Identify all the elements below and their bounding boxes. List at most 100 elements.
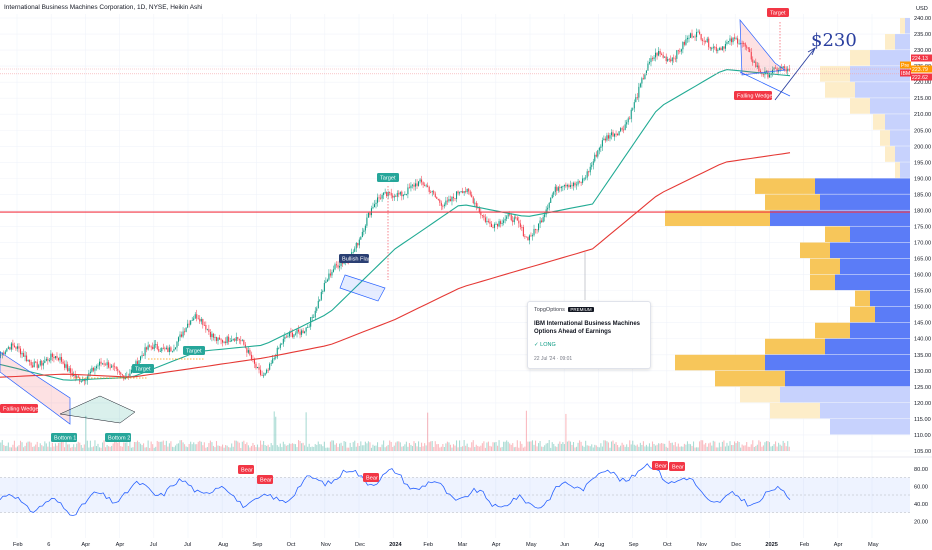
candle-body <box>32 365 34 368</box>
candle-body <box>0 354 2 356</box>
candle-body <box>667 58 669 62</box>
candle-body <box>632 108 634 110</box>
candle-body <box>648 62 651 64</box>
volume-bar <box>174 445 177 451</box>
volume-bar <box>503 441 505 451</box>
volume-bar <box>434 441 436 451</box>
volume-bar <box>668 440 670 451</box>
vp-bar-up <box>870 98 910 114</box>
volume-bar <box>785 446 787 451</box>
volume-bar <box>761 446 763 451</box>
candle-body <box>612 132 614 137</box>
candle-body <box>250 354 252 360</box>
vp-bar-down <box>850 306 875 323</box>
volume-bar <box>256 444 259 451</box>
volume-bar <box>342 445 344 451</box>
volume-bar <box>381 444 383 451</box>
volume-bar <box>53 446 55 451</box>
time-tick-label: Dec <box>731 542 741 548</box>
volume-bar <box>314 444 316 451</box>
volume-bar <box>124 442 126 451</box>
candle-body <box>617 133 619 136</box>
volume-bar <box>767 441 769 451</box>
volume-bar <box>162 440 164 451</box>
candle-body <box>275 357 277 359</box>
bear-4-label: Bear <box>655 464 667 470</box>
volume-bar <box>73 444 75 451</box>
volume-bar <box>717 447 719 451</box>
candle-body <box>583 178 585 180</box>
candle-body <box>770 74 772 75</box>
volume-bar <box>418 441 420 451</box>
volume-bar <box>153 447 155 451</box>
candle-body <box>623 129 625 131</box>
volume-bar <box>293 443 295 451</box>
volume-bar <box>191 444 193 451</box>
candle-body <box>159 351 161 352</box>
volume-bar <box>674 442 676 451</box>
candle-body <box>674 58 676 60</box>
candle-body <box>288 332 290 337</box>
volume-bar <box>346 447 348 451</box>
candle-body <box>500 221 502 224</box>
falling-wedge-2-label: Falling Wedge <box>737 94 773 100</box>
time-tick-label: Feb <box>13 542 23 548</box>
candle-body <box>176 341 178 348</box>
bullish-flag-label-bg <box>339 254 369 263</box>
candle-body <box>788 68 790 71</box>
candle-body <box>74 375 76 378</box>
volume-bar <box>664 443 666 451</box>
vp-bar-down <box>810 258 840 275</box>
volume-bar <box>405 441 407 451</box>
volume-bar <box>167 446 169 451</box>
candle-body <box>717 49 719 51</box>
volume-bar <box>267 444 269 451</box>
vp-bar-down <box>885 34 895 50</box>
volume-bar <box>373 445 376 451</box>
volume-bar <box>44 441 46 451</box>
volume-bar <box>402 446 404 451</box>
time-tick-label: Nov <box>321 542 331 548</box>
volume-bar <box>781 445 783 451</box>
candle-body <box>7 347 9 349</box>
candle-body <box>600 146 602 148</box>
volume-bar <box>705 442 707 451</box>
volume-bar <box>141 445 143 451</box>
volume-bar <box>743 445 745 451</box>
candle-body <box>272 358 274 364</box>
bullish-flag-label: Bullish Flag <box>342 257 371 263</box>
volume-bar <box>565 413 567 451</box>
volume-bar <box>489 445 491 451</box>
candle-body <box>691 33 693 38</box>
volume-bar <box>662 443 664 451</box>
candle-body <box>376 197 379 203</box>
candle-body <box>749 48 751 53</box>
vp-bar-down <box>850 98 870 114</box>
vp-bar-down <box>825 82 855 98</box>
chart-grid <box>0 14 910 538</box>
candle-body <box>680 49 682 52</box>
volume-bar <box>591 444 593 451</box>
volume-bar <box>572 442 575 451</box>
candle-body <box>566 185 568 187</box>
volume-bar <box>296 447 298 451</box>
vp-bar-down <box>765 338 825 355</box>
vp-bar-up <box>890 130 910 146</box>
volume-bar <box>85 415 87 451</box>
volume-bar <box>597 446 599 451</box>
candle-body <box>565 184 567 187</box>
candle-body <box>528 235 530 241</box>
volume-bar <box>246 442 248 451</box>
volume-bar <box>615 442 617 451</box>
candle-body <box>146 347 148 350</box>
bear-3-label-bg <box>363 473 379 482</box>
candle-body <box>702 39 704 41</box>
candle-body <box>393 196 395 198</box>
candle-body <box>582 178 584 183</box>
volume-bar <box>586 445 588 451</box>
price-tick-label: 185.00 <box>914 192 931 198</box>
volume-bar <box>469 447 471 451</box>
idea-card[interactable]: TopgOptions PREMIUM IBM International Bu… <box>527 301 651 369</box>
vp-bar-up <box>895 146 910 162</box>
